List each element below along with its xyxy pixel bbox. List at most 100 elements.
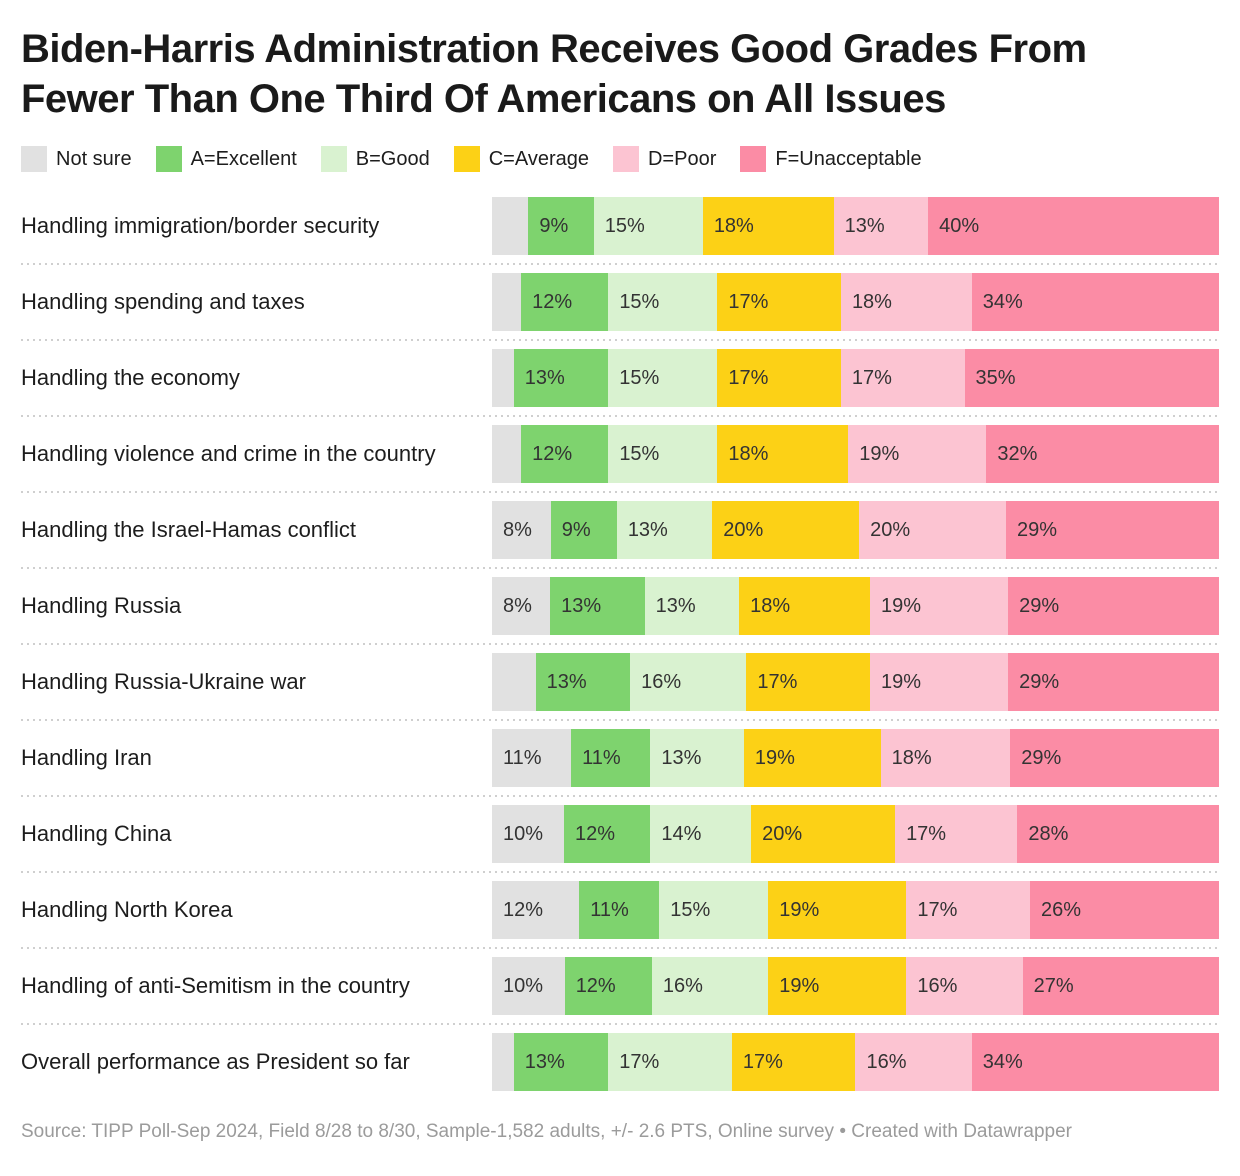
row-label: Handling China	[21, 821, 172, 846]
row-label: Handling Russia	[21, 593, 182, 618]
bar-segment: 17%	[746, 653, 870, 711]
bar-segment: 13%	[513, 1033, 609, 1091]
bar-segment: 17%	[840, 349, 965, 407]
legend-item: C=Average	[453, 146, 589, 172]
bar-segment: 34%	[971, 273, 1219, 331]
segment-value-label: 15%	[670, 898, 711, 921]
bar-segment: 27%	[1022, 957, 1219, 1015]
chart-row: Overall performance as President so far …	[21, 1033, 1219, 1091]
chart-row: Handling China 10% 12% 14% 20% 17% 28%	[21, 805, 1219, 863]
segment-value-label: 11%	[590, 898, 629, 921]
segment-value-label: 15%	[619, 442, 660, 465]
chart-row: Handling Russia-Ukraine war 13% 16% 17% 19%…	[21, 653, 1219, 711]
segment-value-label: 18%	[750, 594, 791, 617]
bar-segment: 19%	[768, 957, 907, 1015]
segment-value-label: 17%	[742, 1050, 783, 1073]
chart-row: Handling of anti-Semitism in the country…	[21, 957, 1219, 1015]
row-label: Handling of anti-Semitism in the country	[21, 973, 410, 998]
chart-title: Biden-Harris Administration Receives Goo…	[21, 27, 1087, 121]
legend-item: A=Excellent	[155, 146, 297, 172]
bar-segment: 19%	[870, 653, 1009, 711]
bar-segment: 13%	[833, 197, 929, 255]
bar-segment: 12%	[492, 881, 580, 939]
segment-value-label: 18%	[713, 214, 754, 237]
segment-value-label: 32%	[997, 442, 1038, 465]
segment-value-label: 17%	[619, 1050, 660, 1073]
bar-segment: 20%	[712, 501, 860, 559]
bar-segment: 13%	[644, 577, 740, 635]
chart-row: Handling the economy 13% 15% 17% 17% 35%	[21, 349, 1219, 407]
bar-segment: 18%	[702, 197, 834, 255]
segment-value-label: 28%	[1028, 822, 1069, 845]
bar-segment: 9%	[528, 197, 594, 255]
row-separator	[21, 719, 1219, 721]
legend-label: Not sure	[56, 147, 132, 170]
segment-value-label: 13%	[524, 1050, 565, 1073]
segment-value-label: 40%	[939, 214, 980, 237]
bar-segment: 29%	[1010, 729, 1219, 787]
bar-segment: 15%	[593, 197, 703, 255]
bar-segment: 13%	[650, 729, 744, 787]
row-separator	[21, 415, 1219, 417]
bar-segment: 19%	[768, 881, 907, 939]
segment-value-label: 13%	[546, 670, 587, 693]
segment-value-label: 17%	[728, 366, 769, 389]
bar-segment: 19%	[743, 729, 881, 787]
row-label: Handling Iran	[21, 745, 152, 770]
segment-value-label: 13%	[524, 366, 565, 389]
chart-row: Handling Iran 11% 11% 13% 19% 18% 29%	[21, 729, 1219, 787]
bar-segment: 18%	[880, 729, 1011, 787]
stacked-bar: 13% 17% 17% 16% 34%	[492, 1033, 1219, 1091]
chart-row: Handling immigration/border security 9% 1…	[21, 197, 1219, 255]
stacked-bar: 13% 15% 17% 17% 35%	[492, 349, 1219, 407]
segment-value-label: 15%	[619, 290, 660, 313]
stacked-bar: 12% 15% 17% 18% 34%	[492, 273, 1219, 331]
row-separator	[21, 567, 1219, 569]
segment-value-label: 34%	[982, 1050, 1023, 1073]
stacked-bar: 10% 12% 14% 20% 17% 28%	[492, 805, 1219, 863]
bar-segment: 17%	[717, 349, 841, 407]
bar-segment: 14%	[650, 805, 752, 863]
row-label: Handling Russia-Ukraine war	[21, 669, 306, 694]
legend-label: A=Excellent	[190, 147, 297, 170]
row-separator	[21, 339, 1219, 341]
legend-swatch-icon	[453, 146, 480, 172]
bar-segment: 12%	[521, 273, 609, 331]
bar-segment: 15%	[608, 273, 718, 331]
stacked-bar: 13% 16% 17% 19% 29%	[492, 653, 1219, 711]
segment-value-label: 12%	[503, 898, 544, 921]
bar-segment: 32%	[986, 425, 1219, 483]
segment-value-label: 9%	[539, 214, 569, 237]
row-label: Handling spending and taxes	[21, 289, 305, 314]
bar-segment: 13%	[513, 349, 609, 407]
bar-segment: 10%	[492, 805, 564, 863]
segment-value-label: 16%	[662, 974, 703, 997]
chart-row: Handling Russia 8% 13% 13% 18% 19% 29%	[21, 577, 1219, 635]
chart-row: Handling North Korea 12% 11% 15% 19% 17% 26%	[21, 881, 1219, 939]
bar-segment	[492, 653, 536, 711]
bar-segment: 26%	[1029, 881, 1219, 939]
segment-value-label: 19%	[779, 974, 820, 997]
bar-segment: 17%	[906, 881, 1030, 939]
segment-value-label: 19%	[881, 594, 922, 617]
bar-segment	[492, 1033, 514, 1091]
segment-value-label: 19%	[779, 898, 820, 921]
row-separator	[21, 1023, 1219, 1025]
legend-swatch-icon	[320, 146, 347, 172]
bar-segment: 12%	[563, 805, 651, 863]
bar-segment: 18%	[717, 425, 849, 483]
chart: Handling immigration/border security 9% 1…	[21, 197, 1219, 1091]
legend-item: Not sure	[21, 146, 132, 172]
segment-value-label: 9%	[561, 518, 591, 541]
segment-value-label: 26%	[1040, 898, 1081, 921]
legend-swatch-icon	[155, 146, 182, 172]
bar-segment: 15%	[659, 881, 769, 939]
segment-value-label: 10%	[503, 974, 544, 997]
segment-value-label: 19%	[881, 670, 922, 693]
bar-segment: 29%	[1008, 577, 1219, 635]
segment-value-label: 12%	[532, 290, 573, 313]
segment-value-label: 15%	[604, 214, 645, 237]
legend-item: D=Poor	[612, 146, 716, 172]
segment-value-label: 18%	[891, 746, 932, 769]
stacked-bar: 12% 15% 18% 19% 32%	[492, 425, 1219, 483]
